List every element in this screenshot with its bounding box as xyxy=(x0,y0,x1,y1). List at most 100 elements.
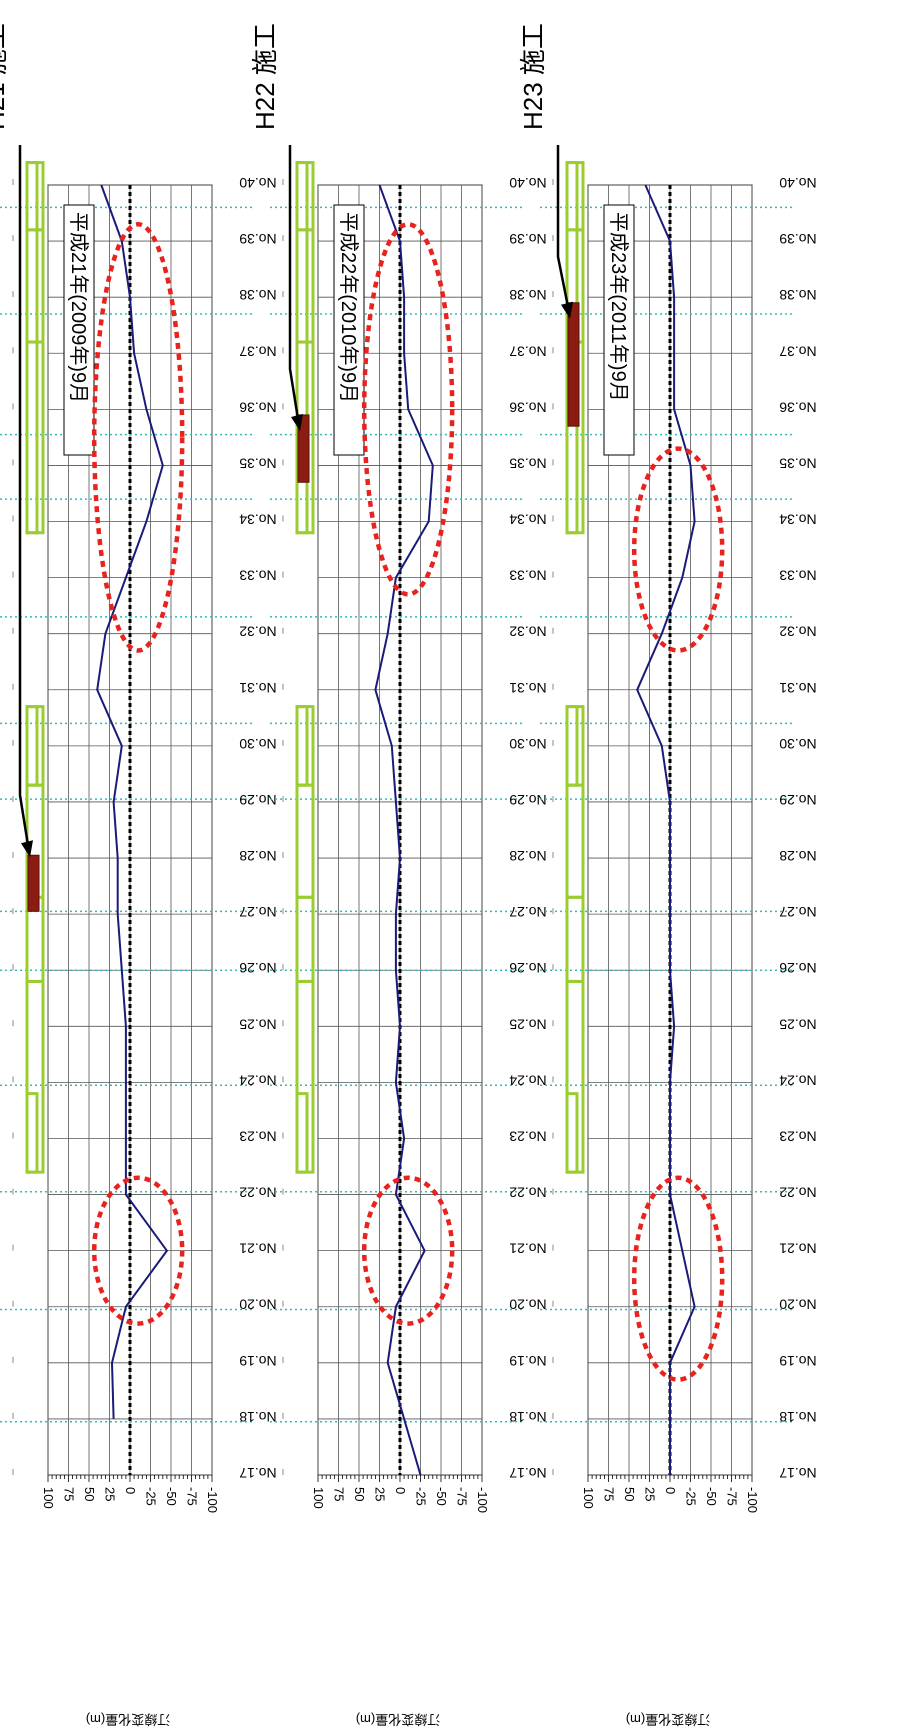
annotation-layer: H21 施工 H22 施工 H23 施工 xyxy=(0,23,725,1382)
category-tick-label: No.35 xyxy=(239,455,277,471)
category-tick-label: No.17 xyxy=(239,1465,277,1481)
category-tick-label: No.19 xyxy=(239,1353,277,1369)
construction-arrow xyxy=(18,145,30,846)
construction-zone xyxy=(25,228,45,344)
category-tick-label: No.36 xyxy=(779,399,817,415)
category-tick-label: No.33 xyxy=(239,568,277,584)
construction-zone-inner xyxy=(295,1092,309,1174)
category-tick-label: No.36 xyxy=(509,399,547,415)
category-tick-label: No.27 xyxy=(239,904,277,920)
value-tick-label: 0 xyxy=(393,1487,408,1494)
axis-label: 汀線変化量(m) xyxy=(626,1712,711,1727)
value-tick-label: -75 xyxy=(455,1487,470,1506)
anomaly-highlight-ellipse xyxy=(361,222,455,597)
category-tick-label: No.25 xyxy=(239,1016,277,1032)
category-tick-label: No.40 xyxy=(779,175,817,191)
category-tick-label: No.21 xyxy=(779,1241,817,1257)
category-tick-label: No.24 xyxy=(779,1072,817,1088)
value-tick-label: -50 xyxy=(164,1487,179,1506)
category-tick-label: No.18 xyxy=(509,1409,547,1425)
construction-highlight xyxy=(27,854,40,912)
axis-label: 汀線変化量(m) xyxy=(356,1712,441,1727)
construction-zone-inner xyxy=(295,161,309,535)
construction-header: H22 施工 xyxy=(250,23,280,130)
charts-layer: 100 75 50 25 0 -25 -50 -75 -100 No.17 No.18 No.19 No… xyxy=(0,161,817,1727)
category-tick-label: No.30 xyxy=(509,736,547,752)
construction-zone xyxy=(295,705,315,787)
category-tick-label: No.22 xyxy=(509,1185,547,1201)
anomaly-highlight-ellipse xyxy=(361,1175,455,1326)
value-tick-label: -75 xyxy=(725,1487,740,1506)
construction-highlight xyxy=(567,302,580,427)
anomaly-highlight-ellipse xyxy=(631,446,725,653)
category-tick-label: No.38 xyxy=(509,287,547,303)
construction-zone xyxy=(25,161,45,232)
category-tick-label: No.37 xyxy=(779,343,817,359)
value-tick-label: 50 xyxy=(622,1487,637,1501)
value-tick-label: 75 xyxy=(332,1487,347,1501)
category-tick-label: No.37 xyxy=(239,343,277,359)
category-tick-label: No.40 xyxy=(509,175,547,191)
category-tick-label: No.21 xyxy=(239,1241,277,1257)
anomaly-highlight-ellipse xyxy=(631,1175,725,1382)
title-box xyxy=(333,204,365,456)
value-tick-label: 100 xyxy=(581,1487,596,1509)
category-tick-label: No.23 xyxy=(509,1128,547,1144)
category-tick-label: No.20 xyxy=(779,1297,817,1313)
category-tick-label: No.18 xyxy=(239,1409,277,1425)
construction-arrow xyxy=(556,145,570,308)
category-tick-label: No.26 xyxy=(779,960,817,976)
value-tick-label: 75 xyxy=(602,1487,617,1501)
category-tick-label: No.20 xyxy=(509,1297,547,1313)
category-tick-label: No.34 xyxy=(779,512,817,528)
category-tick-label: No.26 xyxy=(239,960,277,976)
category-tick-label: No.22 xyxy=(239,1185,277,1201)
category-tick-label: No.23 xyxy=(779,1128,817,1144)
category-tick-label: No.29 xyxy=(239,792,277,808)
chart-title: 平成22年(2010年)9月 xyxy=(337,212,360,403)
value-tick-label: 25 xyxy=(103,1487,118,1501)
anomaly-highlight-ellipse xyxy=(91,222,185,653)
category-tick-label: No.25 xyxy=(779,1016,817,1032)
construction-header: H23 施工 xyxy=(518,23,548,130)
construction-zone xyxy=(295,895,315,983)
construction-zone xyxy=(565,783,585,899)
category-tick-label: No.35 xyxy=(779,455,817,471)
value-tick-label: 100 xyxy=(311,1487,326,1509)
construction-zone xyxy=(295,783,315,899)
value-tick-label: 75 xyxy=(62,1487,77,1501)
construction-arrowhead xyxy=(561,301,573,319)
construction-zone xyxy=(25,340,45,535)
category-tick-label: No.22 xyxy=(779,1185,817,1201)
construction-zone xyxy=(565,161,585,232)
category-tick-label: No.26 xyxy=(509,960,547,976)
construction-zone xyxy=(295,228,315,344)
chart-panel-2: 100 75 50 25 0 -25 -50 -75 -100 No.17 No.18 No.19 No… xyxy=(270,161,547,1727)
category-tick-label: No.27 xyxy=(509,904,547,920)
construction-zone xyxy=(565,895,585,983)
value-tick-label: -100 xyxy=(475,1487,490,1513)
construction-zone-inner xyxy=(565,1092,579,1174)
category-tick-label: No.32 xyxy=(509,624,547,640)
category-tick-label: No.32 xyxy=(779,624,817,640)
construction-arrowhead xyxy=(291,413,303,431)
construction-zone-inner xyxy=(565,705,579,787)
category-tick-label: No.40 xyxy=(239,175,277,191)
category-tick-label: No.24 xyxy=(509,1072,547,1088)
construction-zone xyxy=(295,979,315,1174)
category-tick-label: No.17 xyxy=(779,1465,817,1481)
title-box xyxy=(63,204,95,456)
category-tick-label: No.37 xyxy=(509,343,547,359)
category-tick-label: No.31 xyxy=(509,680,547,696)
value-tick-label: -100 xyxy=(745,1487,760,1513)
value-tick-label: -75 xyxy=(185,1487,200,1506)
category-tick-label: No.19 xyxy=(509,1353,547,1369)
value-tick-label: -100 xyxy=(205,1487,220,1513)
construction-arrowhead xyxy=(21,840,33,858)
value-tick-label: 25 xyxy=(373,1487,388,1501)
series-line xyxy=(636,184,696,1475)
category-tick-label: No.17 xyxy=(509,1465,547,1481)
category-tick-label: No.39 xyxy=(779,231,817,247)
category-tick-label: No.34 xyxy=(239,512,277,528)
